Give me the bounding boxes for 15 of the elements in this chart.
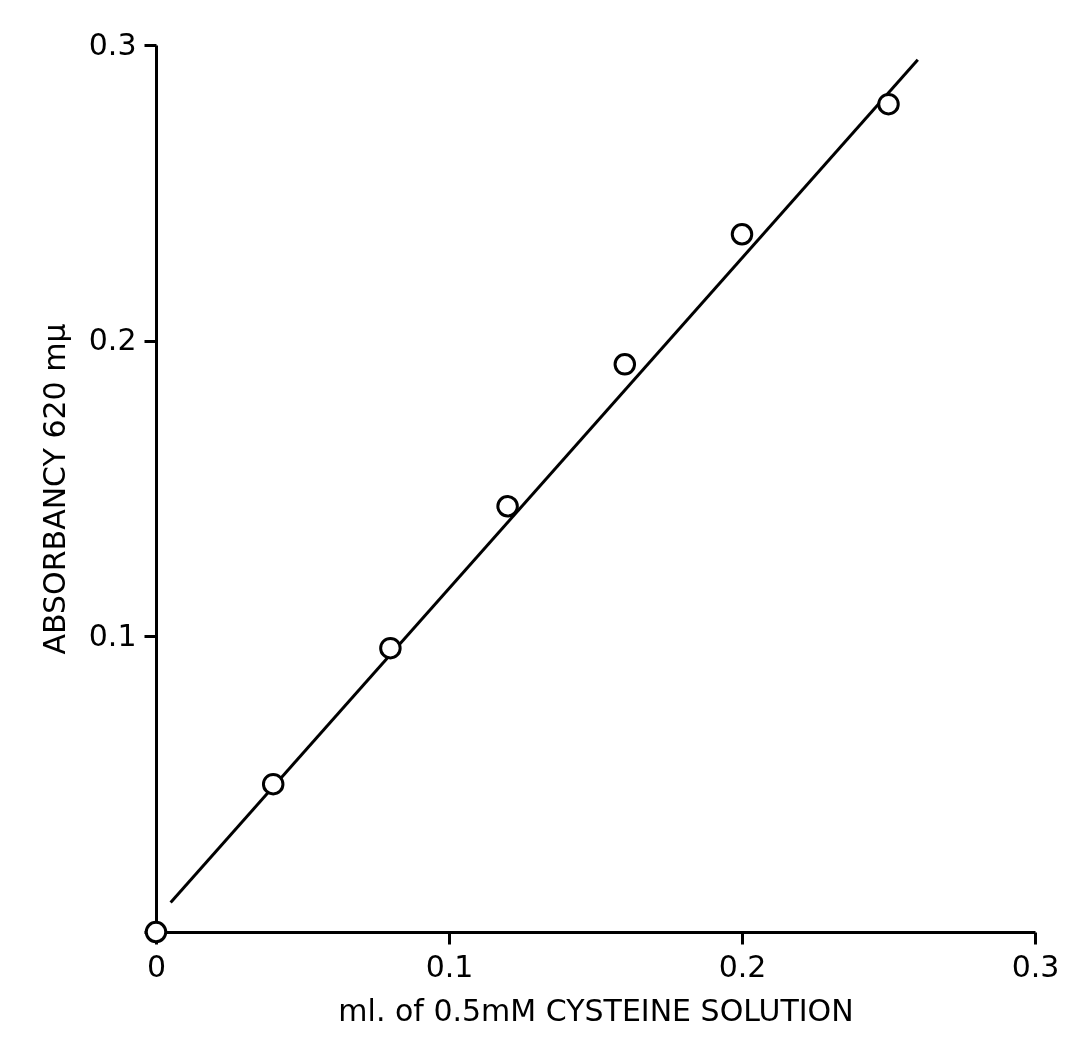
x-tick-label: 0 <box>146 948 167 984</box>
y-tick-label: 0.2 <box>88 322 137 358</box>
y-tick-label: 0.1 <box>88 617 137 653</box>
point <box>730 223 754 246</box>
x-tick-label: 0.3 <box>1011 948 1060 984</box>
x-tick-label: 0.2 <box>718 948 767 984</box>
y-axis-title: ABSORBANCY 620 mμ <box>36 323 72 655</box>
point <box>261 772 285 796</box>
point <box>877 92 900 116</box>
point <box>496 495 519 518</box>
x-tick-label: 0.1 <box>425 948 474 984</box>
y-tick-label: 0.3 <box>88 26 137 62</box>
point <box>379 636 402 660</box>
x-axis-title: ml. of 0.5mM CYSTEINE SOLUTION <box>338 992 854 1028</box>
point <box>613 353 637 376</box>
